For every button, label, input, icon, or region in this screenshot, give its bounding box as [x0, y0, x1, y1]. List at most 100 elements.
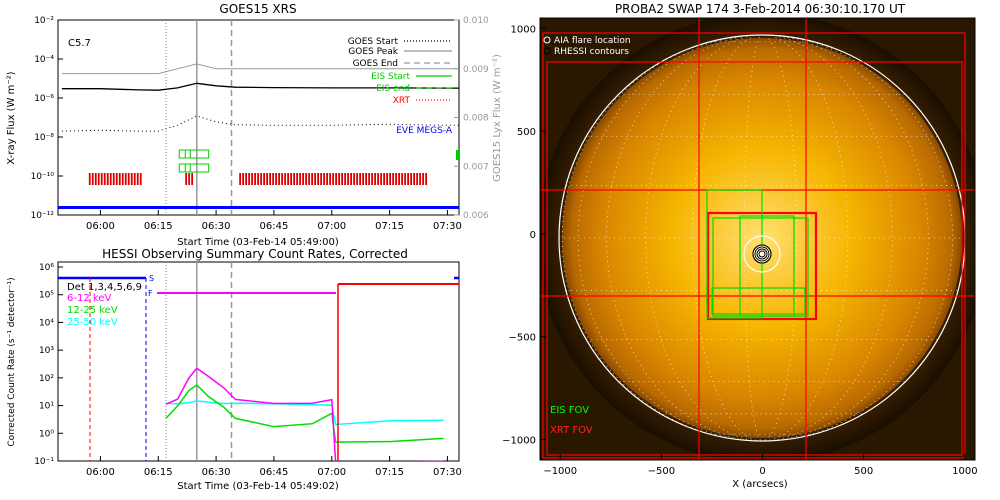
hessi-ytick-label: 10⁴: [39, 318, 54, 328]
swap-xticks: −1000 −500 0 500 1000: [543, 454, 978, 477]
xrt-observation-tick: [338, 173, 341, 185]
eis-raster-box: [178, 149, 210, 159]
goes-ytick-right-label: 0.008: [463, 114, 489, 124]
hessi-ytick-label: 10¹: [39, 402, 54, 412]
goes-ytick-right-label: 0.009: [463, 65, 489, 75]
hessi-xticks: 06:00 06:15 06:30 06:45 07:00 07:15 07:30: [86, 456, 462, 478]
swap-ytick-label: 0: [530, 230, 536, 241]
hessi-xtick-label: 06:45: [260, 467, 289, 478]
hessi-ytick-label: 10²: [39, 374, 54, 384]
xrt-observation-tick: [106, 173, 109, 185]
hessi-xtick-label: 06:15: [144, 467, 173, 478]
xrt-observation-tick: [127, 173, 130, 185]
xrt-observation-tick: [136, 173, 139, 185]
xrt-observation-tick: [332, 173, 335, 185]
swap-label-xrt: XRT FOV: [550, 425, 593, 436]
xrt-observation-tick: [383, 173, 386, 185]
hessi-plot-frame: [57, 261, 460, 462]
goes-eis-boxes: [178, 149, 459, 173]
hessi-legend-label: 25-50 keV: [67, 317, 118, 328]
swap-longitude-line: [606, 36, 749, 441]
goes-xtick-label: 06:00: [86, 221, 115, 232]
xrt-observation-tick: [341, 173, 344, 185]
xrt-observation-tick: [94, 173, 97, 185]
swap-longitude-line: [743, 36, 761, 441]
aia-legend-icon: [543, 36, 551, 44]
swap-xtick-label: 1000: [952, 466, 977, 477]
hessi-series-lines: [165, 367, 444, 461]
xrt-observation-tick: [416, 173, 419, 185]
goes-ylabel-left: X-ray Flux (W m⁻²): [6, 71, 17, 164]
xrt-observation-tick: [308, 173, 311, 185]
eis-edge-mark: [456, 150, 459, 160]
xrt-observation-tick: [389, 173, 392, 185]
goes-ytick-label: 10⁻²: [34, 16, 54, 26]
swap-longitude-line: [561, 36, 745, 441]
xrt-observation-tick: [278, 173, 281, 185]
swap-ytick-label: −1000: [502, 435, 536, 446]
xrt-fov-box-inner: [546, 61, 963, 456]
hessi-xtick-label: 07:30: [433, 467, 462, 478]
xrt-observation-tick: [266, 173, 269, 185]
goes-ylabel-right: GOES15 Lyx Flux (W m⁻²): [492, 54, 503, 182]
xrt-observation-tick: [185, 173, 188, 185]
xrt-observation-tick: [130, 173, 133, 185]
swap-xlabel: X (arcsecs): [732, 479, 788, 490]
goes-legend-label: GOES End: [353, 59, 398, 69]
xrt-observation-tick: [188, 173, 191, 185]
goes-long-line: [61, 82, 459, 91]
goes-xrt-bars: [88, 173, 428, 185]
swap-yticks: 1000 500 0 −500 −1000: [502, 24, 546, 446]
xrt-observation-tick: [377, 173, 380, 185]
xrt-observation-tick: [419, 173, 422, 185]
hessi-xtick-label: 07:15: [375, 467, 404, 478]
goes-xticks: 06:00 06:15 06:30 06:45 07:00 07:15 07:30: [86, 210, 462, 232]
rhessi-contours: [752, 244, 772, 264]
xrt-fov-box: [542, 32, 966, 459]
hessi-xtick-label: 07:00: [317, 467, 346, 478]
hessi-flag-s: S: [149, 274, 154, 283]
hessi-series-line: [165, 384, 444, 443]
goes-xtick-label: 06:30: [202, 221, 231, 232]
goes-flare-class: C5.7: [68, 38, 91, 49]
xrt-observation-tick: [290, 173, 293, 185]
hessi-yticks: 10⁶ 10⁵ 10⁴ 10³ 10² 10¹ 10⁰ 10⁻¹: [34, 263, 63, 467]
goes-lyx-line: [61, 63, 459, 75]
eis-raster-box: [178, 163, 210, 173]
xrt-observation-tick: [350, 173, 353, 185]
goes-legend-label: GOES Peak: [348, 47, 398, 57]
xrt-observation-tick: [374, 173, 377, 185]
xrt-observation-tick: [239, 173, 242, 185]
xrt-observation-tick: [302, 173, 305, 185]
xrt-observation-tick: [356, 173, 359, 185]
xrt-observation-tick: [422, 173, 425, 185]
xrt-observation-tick: [380, 173, 383, 185]
xrt-observation-tick: [191, 173, 194, 185]
xrt-observation-tick: [269, 173, 272, 185]
hessi-flag-f: F: [148, 289, 153, 298]
goes-xlabel: Start Time (03-Feb-14 05:49:00): [177, 237, 339, 248]
goes-vertical-markers: [165, 20, 233, 215]
xrt-observation-tick: [91, 173, 94, 185]
xrt-observation-tick: [314, 173, 317, 185]
xrt-observation-tick: [362, 173, 365, 185]
hessi-ytick-label: 10³: [39, 346, 54, 356]
xrt-observation-tick: [254, 173, 257, 185]
rhessi-legend-icon: [543, 47, 551, 55]
xrt-observation-tick: [329, 173, 332, 185]
swap-xtick-label: −1000: [543, 466, 577, 477]
xrt-observation-tick: [353, 173, 356, 185]
swap-panel: PROBA2 SWAP 174 3-Feb-2014 06:30:10.170 …: [502, 2, 978, 490]
xrt-observation-tick: [347, 173, 350, 185]
xrt-observation-tick: [272, 173, 275, 185]
hessi-det-label: Det 1,3,4,5,6,9: [67, 282, 142, 293]
xrt-observation-tick: [287, 173, 290, 185]
hessi-legend-label: 12-25 keV: [67, 305, 118, 316]
xrt-observation-tick: [404, 173, 407, 185]
goes-plot-frame: [57, 19, 460, 216]
swap-xtick-label: 0: [759, 466, 765, 477]
aia-flare-location-circle: [743, 235, 781, 273]
xrt-observation-tick: [97, 173, 100, 185]
xrt-observation-tick: [115, 173, 118, 185]
